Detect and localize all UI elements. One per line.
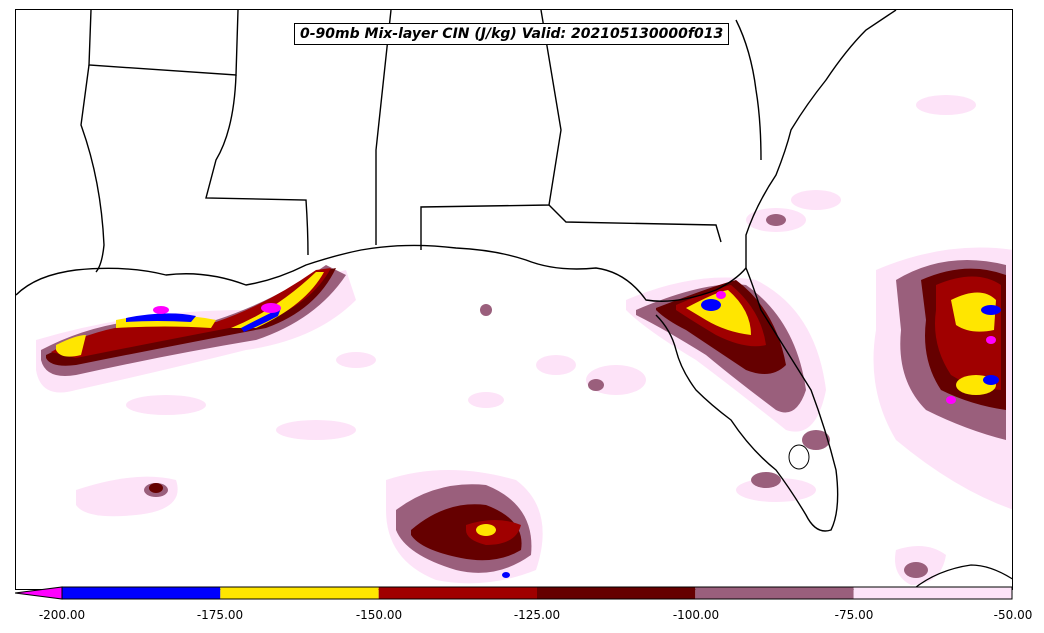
colorbar-outline — [61, 586, 1013, 600]
cin-field-magenta — [153, 291, 996, 404]
cin-field-blue — [126, 299, 1001, 578]
colorbar-tick-label: -50.00 — [993, 608, 1033, 622]
map-title: 0-90mb Mix-layer CIN (J/kg) Valid: 20210… — [294, 23, 730, 45]
coastline-borders — [16, 10, 897, 532]
colorbar-bin — [378, 587, 537, 599]
colorbar-bin — [695, 587, 854, 599]
colorbar-tick-label: -175.00 — [196, 608, 244, 622]
colorbar-tick-label: -150.00 — [355, 608, 403, 622]
map-panel: 0-90mb Mix-layer CIN (J/kg) Valid: 20210… — [15, 9, 1013, 590]
colorbar-bins — [62, 587, 1012, 599]
colorbar-tick-label: -200.00 — [38, 608, 86, 622]
cin-map — [16, 10, 1012, 589]
cuba-coastline — [912, 564, 1012, 589]
cin-field-yellow — [56, 272, 996, 536]
lake-okeechobee — [788, 444, 810, 470]
colorbar-tick-label: -75.00 — [834, 608, 874, 622]
colorbar-bin — [62, 587, 221, 599]
colorbar-bin — [537, 587, 696, 599]
cin-field-mauve — [41, 214, 1006, 578]
colorbar-bin — [853, 587, 1012, 599]
colorbar-tick-label: -100.00 — [672, 608, 720, 622]
colorbar-tick-label: -125.00 — [513, 608, 561, 622]
colorbar-under-triangle — [15, 586, 63, 600]
colorbar-bin — [220, 587, 379, 599]
colorbar — [15, 586, 1013, 600]
